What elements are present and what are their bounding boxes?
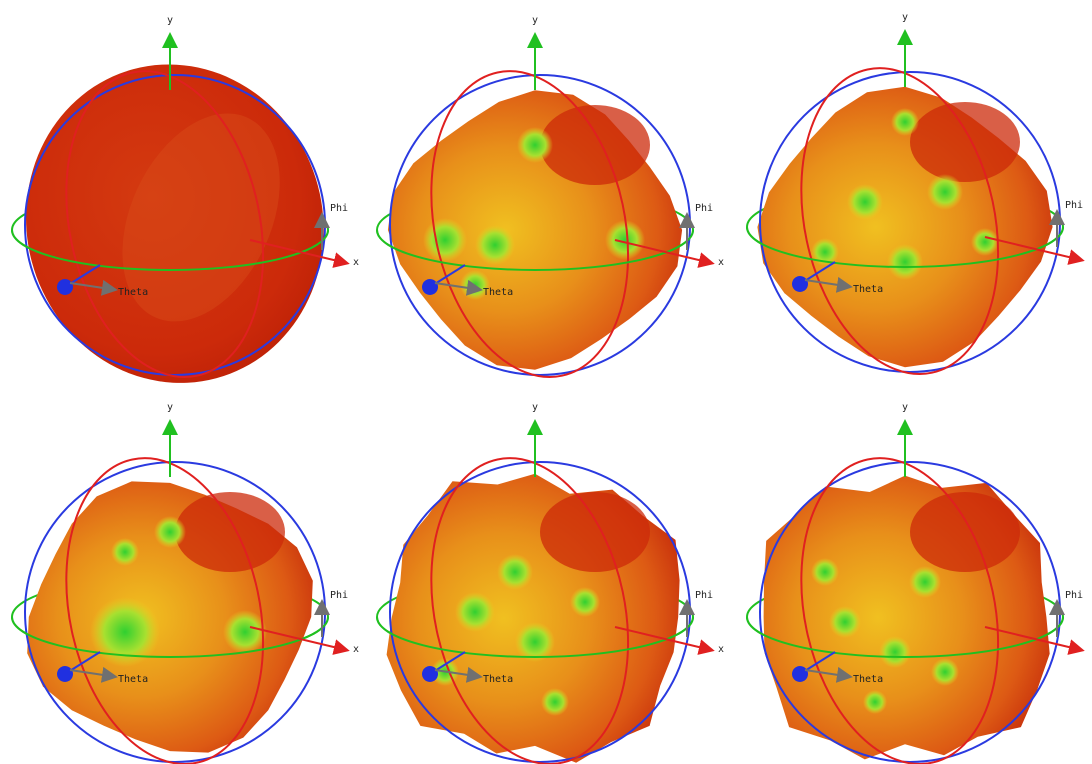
pattern-null <box>927 174 963 210</box>
pattern-null <box>423 218 467 262</box>
panel: y x Phi Theta <box>11 402 359 764</box>
theta-label: Theta <box>853 674 883 685</box>
pattern-null <box>887 244 923 280</box>
theta-arrow <box>69 279 118 296</box>
green-ring-front <box>746 616 1064 658</box>
pattern-null <box>811 558 839 586</box>
panel: y x Phi Theta <box>376 15 724 378</box>
green-ring-front <box>376 229 694 271</box>
theta-label: Theta <box>853 284 883 295</box>
panel: y x Phi Theta <box>376 402 724 764</box>
pattern-lobe <box>910 492 1020 572</box>
red-ring <box>65 70 265 378</box>
y-axis-label: y <box>167 15 173 26</box>
panel: y Phi Theta <box>746 402 1085 764</box>
x-axis-arrow <box>984 236 1085 265</box>
x-axis-label: x <box>718 257 724 268</box>
green-ring-front <box>376 616 694 658</box>
red-ring <box>65 457 265 764</box>
x-axis-arrow <box>249 626 350 655</box>
y-axis-label: y <box>167 402 173 413</box>
pattern-lobe <box>175 492 285 572</box>
pattern-lobe <box>910 102 1020 182</box>
pattern-null <box>223 610 267 654</box>
pattern-null <box>931 658 959 686</box>
phi-label: Phi <box>330 203 348 214</box>
theta-arrow <box>69 666 118 683</box>
theta-arrow <box>434 279 483 296</box>
red-ring <box>800 67 1000 375</box>
pattern-null <box>909 566 941 598</box>
green-ring-front <box>11 616 329 658</box>
y-axis-label: y <box>902 402 908 413</box>
pattern-null <box>829 606 861 638</box>
theta-arrow <box>434 666 483 683</box>
x-axis-label: x <box>718 644 724 655</box>
phi-label: Phi <box>1065 200 1083 211</box>
pattern-null <box>847 184 883 220</box>
pattern-null <box>515 622 555 662</box>
pattern-null <box>455 592 495 632</box>
y-axis-label: y <box>532 15 538 26</box>
theta-arrow <box>804 276 853 293</box>
y-axis-label: y <box>902 12 908 23</box>
pattern-null <box>154 516 186 548</box>
pattern-null <box>90 597 160 667</box>
y-axis-label: y <box>532 402 538 413</box>
pattern-null <box>570 587 600 617</box>
panel: y x Phi Theta <box>11 15 359 383</box>
panel: y Phi Theta <box>746 12 1085 375</box>
pattern-null <box>811 238 839 266</box>
phi-label: Phi <box>695 203 713 214</box>
pattern-null <box>891 108 919 136</box>
x-axis-arrow <box>249 239 350 268</box>
red-ring <box>800 457 1000 764</box>
x-axis-arrow <box>614 626 715 655</box>
pattern-null <box>111 538 139 566</box>
theta-arrow <box>804 666 853 683</box>
x-axis-label: x <box>353 257 359 268</box>
green-ring-front <box>746 226 1064 268</box>
phi-label: Phi <box>1065 590 1083 601</box>
x-axis-label: x <box>353 644 359 655</box>
pattern-lobe <box>540 492 650 572</box>
x-axis-arrow <box>984 626 1085 655</box>
red-ring <box>430 457 630 764</box>
theta-label: Theta <box>118 674 148 685</box>
pattern-null <box>971 228 999 256</box>
green-ring-front <box>11 229 329 271</box>
theta-label: Theta <box>118 287 148 298</box>
theta-label: Theta <box>483 287 513 298</box>
x-axis-arrow <box>614 239 715 268</box>
theta-label: Theta <box>483 674 513 685</box>
phi-label: Phi <box>330 590 348 601</box>
pattern-null <box>517 127 553 163</box>
pattern-null <box>879 636 911 668</box>
pattern-null <box>863 690 887 714</box>
phi-label: Phi <box>695 590 713 601</box>
pattern-lobe <box>540 105 650 185</box>
pattern-null <box>475 225 515 265</box>
pattern-null <box>605 220 645 260</box>
red-ring <box>430 70 630 378</box>
pattern-null <box>497 554 533 590</box>
pattern-null <box>541 688 569 716</box>
